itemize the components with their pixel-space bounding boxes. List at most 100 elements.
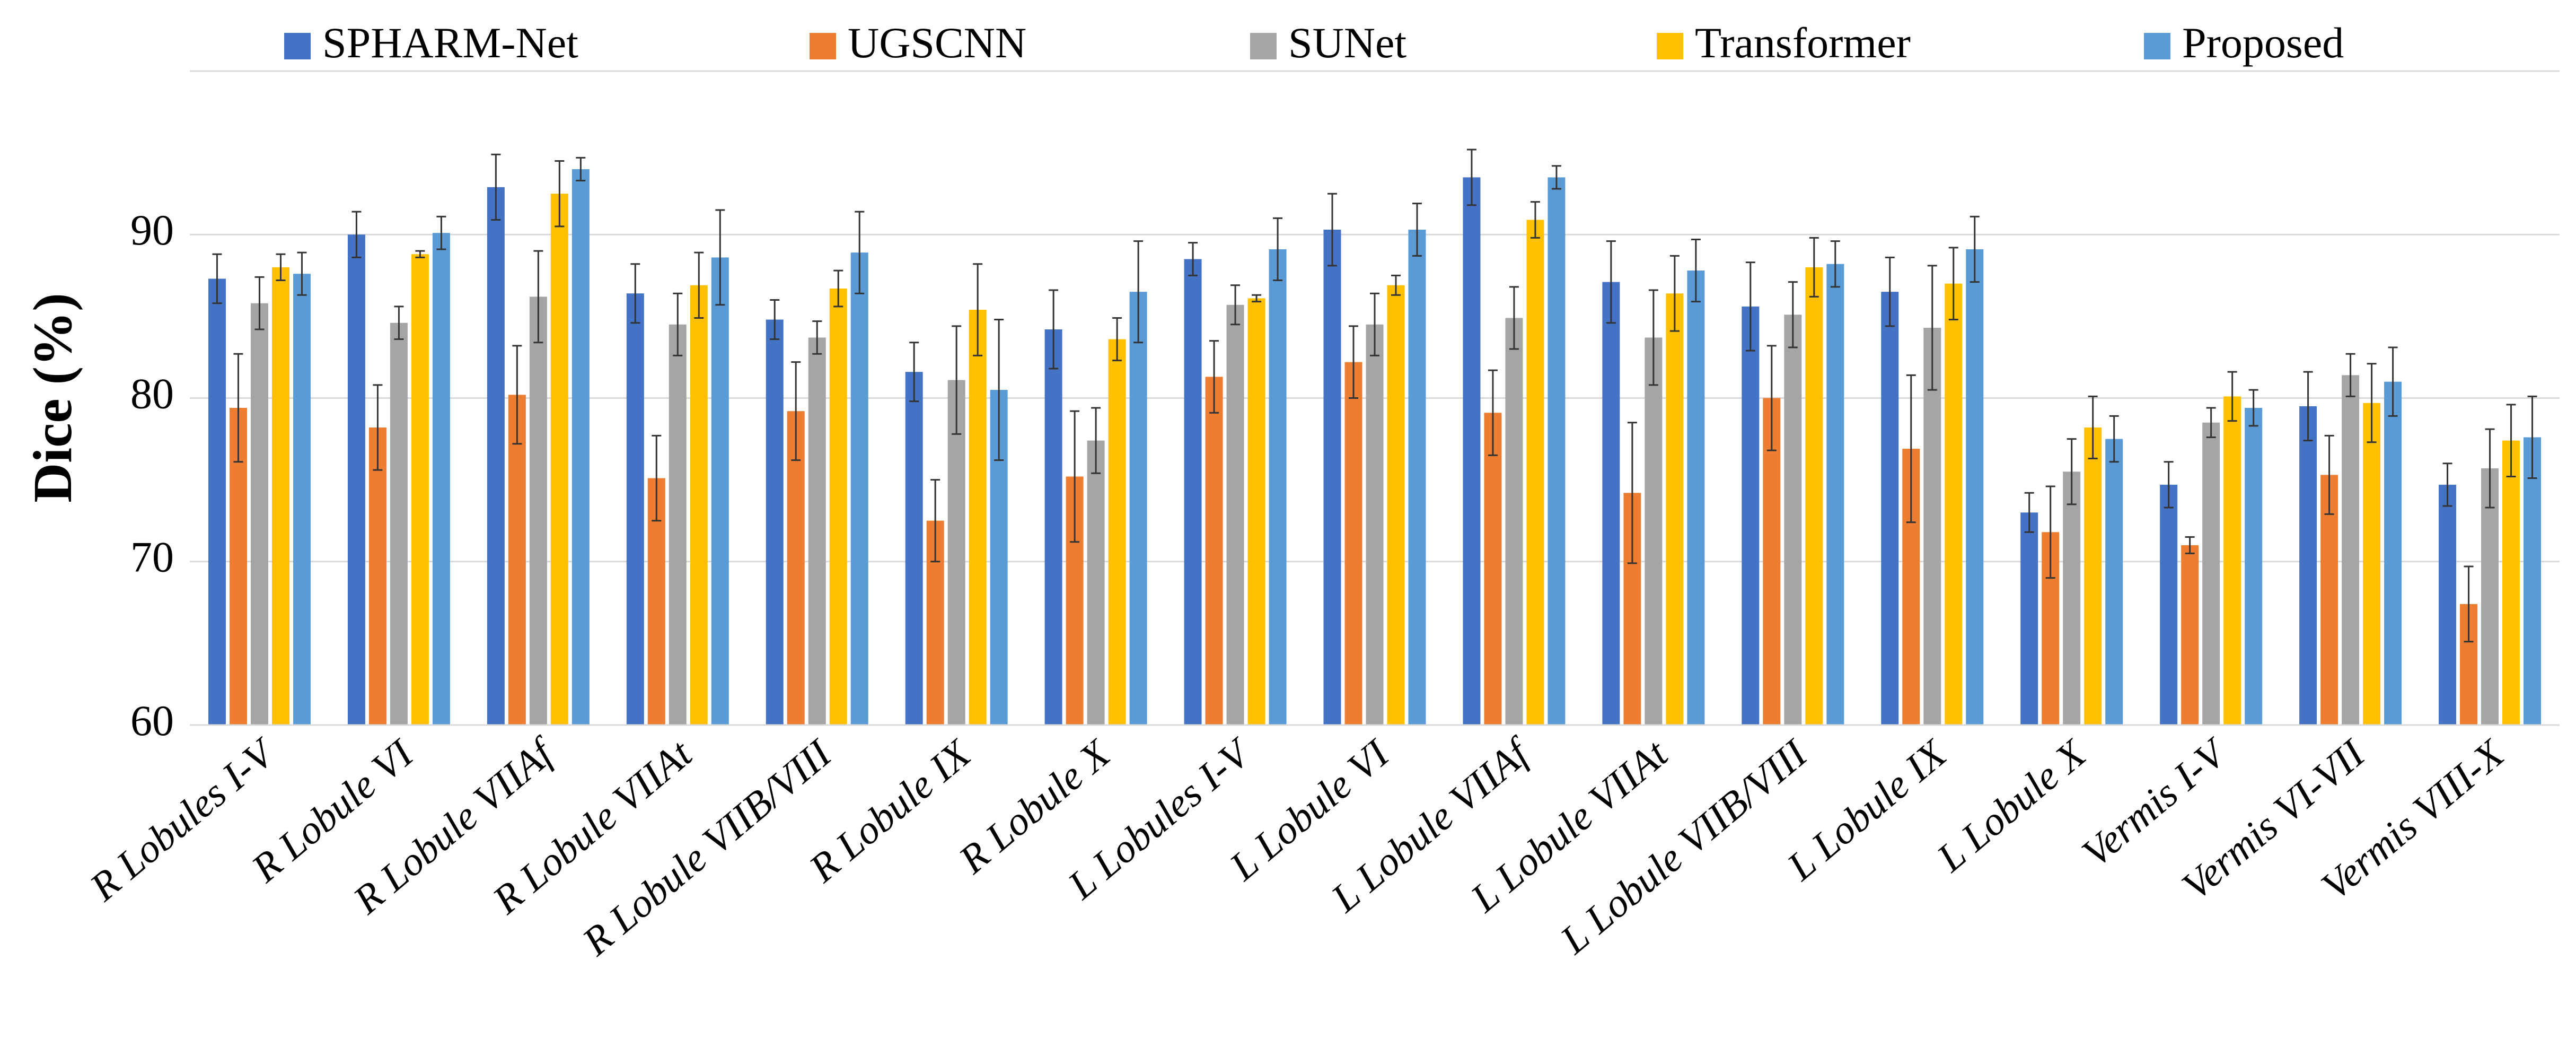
error-bar: [1669, 255, 1680, 332]
bar: [2342, 375, 2360, 725]
error-bar: [254, 276, 265, 330]
bar: [2524, 437, 2542, 725]
error-bar: [1830, 240, 1840, 288]
error-bar: [1906, 374, 1916, 523]
error-bar: [770, 299, 780, 341]
bar: [905, 372, 923, 725]
legend-swatch: [2144, 33, 2170, 59]
bar: [2202, 422, 2220, 725]
error-bar: [1627, 422, 1637, 564]
bar: [1044, 329, 1062, 725]
bar: [1323, 230, 1341, 725]
error-bar: [1606, 240, 1616, 324]
bar: [1387, 285, 1405, 725]
bar: [1087, 440, 1105, 725]
error-bar: [1948, 247, 1958, 321]
bar: [432, 233, 450, 726]
bar: [1226, 304, 1244, 725]
error-bar: [2303, 371, 2313, 442]
error-bar: [1488, 369, 1498, 456]
bar: [1269, 249, 1287, 725]
bar: [808, 337, 826, 725]
error-bar: [973, 263, 983, 356]
bar: [2481, 468, 2499, 725]
bar: [711, 257, 729, 725]
bar: [669, 324, 687, 725]
bar: [1129, 292, 1147, 725]
bar: [1805, 267, 1823, 725]
error-bar: [1509, 286, 1519, 350]
error-bar: [297, 251, 307, 296]
error-bar: [2109, 415, 2119, 463]
x-tick-label: R Lobules I-V: [81, 729, 285, 910]
bar: [208, 278, 226, 725]
error-bar: [791, 361, 801, 461]
legend-swatch: [284, 33, 311, 59]
error-bar: [2206, 407, 2216, 438]
error-bar: [1349, 325, 1358, 399]
bar: [1742, 306, 1760, 725]
error-bar: [1070, 410, 1080, 543]
bar: [487, 187, 505, 725]
error-bar: [1273, 217, 1283, 282]
legend-label: SPHARM-Net: [322, 19, 578, 67]
bar: [1463, 177, 1481, 725]
error-bar: [351, 211, 362, 258]
error-bar: [436, 215, 446, 250]
bar: [2439, 484, 2457, 725]
error-bar: [1327, 193, 1337, 267]
error-bar: [1766, 345, 1777, 451]
error-bar: [555, 160, 565, 228]
error-bar: [2088, 395, 2098, 460]
error-bar: [2527, 395, 2537, 479]
bar: [2320, 475, 2338, 725]
bar: [1108, 339, 1126, 725]
error-bar: [1927, 265, 1937, 391]
error-bar: [1551, 165, 1561, 190]
error-bar: [952, 325, 962, 435]
error-bar: [1188, 242, 1198, 276]
error-bar: [994, 319, 1004, 461]
bar: [1247, 298, 1265, 725]
error-bar: [533, 250, 543, 344]
legend-swatch: [1657, 33, 1683, 59]
error-bar: [1133, 240, 1144, 344]
error-bar: [1230, 284, 1241, 326]
y-axis-title: Dice (%): [22, 293, 83, 503]
bar: [1645, 337, 1663, 725]
error-bar: [1091, 407, 1101, 474]
bar: [1484, 413, 1502, 725]
bar: [2084, 427, 2102, 725]
legend-swatch: [810, 33, 836, 59]
bar: [550, 194, 568, 725]
error-bar: [652, 434, 662, 522]
bar: [508, 395, 526, 725]
bar: [1408, 230, 1426, 725]
error-bar: [694, 251, 704, 319]
bar: [1666, 293, 1684, 725]
bar: [2245, 407, 2263, 725]
bar: [572, 169, 590, 726]
error-bar: [1252, 294, 1262, 303]
error-bar: [512, 345, 522, 445]
error-bar: [2227, 371, 2237, 422]
error-bar: [2367, 363, 2377, 443]
error-bar: [2248, 389, 2258, 427]
bar: [2363, 403, 2381, 725]
bar: [1505, 318, 1523, 725]
error-bar: [1391, 274, 1401, 296]
bar: [271, 267, 289, 725]
error-bar: [812, 320, 822, 355]
legend-label: SUNet: [1288, 19, 1406, 67]
bar: [1784, 315, 1802, 725]
bar: [2020, 512, 2038, 725]
bar: [969, 310, 987, 725]
bar: [947, 380, 965, 725]
error-bar: [2464, 565, 2474, 643]
error-bar: [276, 253, 286, 282]
bar: [1344, 362, 1362, 725]
bar: [766, 319, 784, 725]
bar: [2299, 406, 2317, 725]
bar: [787, 411, 805, 725]
bar: [293, 274, 311, 725]
